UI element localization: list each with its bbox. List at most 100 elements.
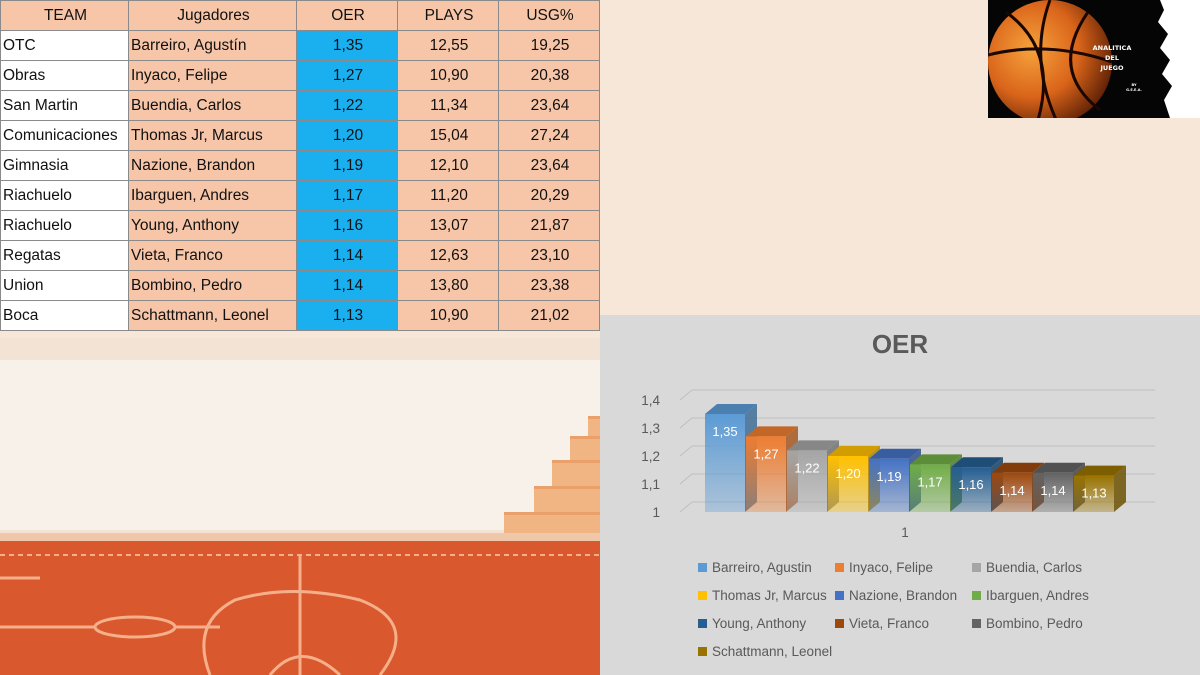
table-row: Comunicaciones Thomas Jr, Marcus 1,20 15,04… bbox=[0, 120, 600, 151]
player-cell: Vieta, Franco bbox=[128, 240, 297, 271]
legend-label: Bombino, Pedro bbox=[986, 616, 1083, 631]
player-cell: Thomas Jr, Marcus bbox=[128, 120, 297, 151]
oer-cell: 1,22 bbox=[296, 90, 398, 121]
bar-top bbox=[705, 404, 757, 414]
bar bbox=[1074, 475, 1114, 512]
bar-data-label: 1,13 bbox=[1081, 486, 1106, 501]
table-row: Union Bombino, Pedro 1,14 13,80 23,38 bbox=[0, 270, 600, 301]
legend-item: Barreiro, Agustin bbox=[698, 560, 812, 575]
usg-cell: 20,38 bbox=[498, 60, 600, 91]
team-cell: Riachuelo bbox=[0, 180, 129, 211]
bar bbox=[705, 414, 745, 512]
bar-side bbox=[1114, 465, 1126, 512]
bar-top bbox=[1074, 465, 1126, 476]
legend-item: Schattmann, Leonel bbox=[698, 644, 832, 659]
bar bbox=[910, 464, 950, 512]
gridline-diagonal bbox=[679, 417, 693, 429]
header-jugadores: Jugadores bbox=[128, 0, 297, 31]
bar-top bbox=[951, 457, 1003, 468]
table-body: OTC Barreiro, Agustín 1,35 12,55 19,25 Obras I… bbox=[0, 30, 600, 331]
bar-data-label: 1,20 bbox=[835, 466, 860, 481]
bar bbox=[828, 456, 868, 512]
bar-top bbox=[992, 462, 1044, 473]
oer-chart: OER 1 1,1 1,2 1,3 1,4 1,35 1,27 1,22 1,20 1,19 1,1… bbox=[600, 315, 1200, 675]
legend-item: Buendia, Carlos bbox=[972, 560, 1082, 575]
stats-table: TEAM Jugadores OER PLAYS USG% OTC Barreir… bbox=[0, 0, 600, 331]
usg-cell: 21,02 bbox=[498, 300, 600, 331]
oer-cell: 1,13 bbox=[296, 300, 398, 331]
team-cell: San Martin bbox=[0, 90, 129, 121]
legend-item: Young, Anthony bbox=[698, 616, 806, 631]
header-usg: USG% bbox=[498, 0, 600, 31]
plays-cell: 12,10 bbox=[397, 150, 499, 181]
header-oer: OER bbox=[296, 0, 398, 31]
legend-swatch bbox=[698, 563, 707, 572]
analitica-logo: ANALITICA DEL JUEGO BY G.E.E.A. bbox=[988, 0, 1200, 118]
bar bbox=[992, 472, 1032, 512]
legend-item: Inyaco, Felipe bbox=[835, 560, 933, 575]
y-tick-label: 1,1 bbox=[641, 477, 660, 492]
team-cell: Boca bbox=[0, 300, 129, 331]
oer-cell: 1,35 bbox=[296, 30, 398, 61]
player-cell: Young, Anthony bbox=[128, 210, 297, 241]
court-floor bbox=[0, 541, 600, 675]
table-row: Riachuelo Ibarguen, Andres 1,17 11,20 20,29 bbox=[0, 180, 600, 211]
bar bbox=[787, 450, 827, 512]
chart-title: OER bbox=[871, 329, 929, 359]
legend-label: Inyaco, Felipe bbox=[849, 560, 934, 575]
y-tick-label: 1 bbox=[652, 505, 660, 520]
player-cell: Nazione, Brandon bbox=[128, 150, 297, 181]
header-team: TEAM bbox=[0, 0, 129, 31]
legend-label: Young, Anthony bbox=[712, 616, 807, 631]
table-row: Obras Inyaco, Felipe 1,27 10,90 20,38 bbox=[0, 60, 600, 91]
bar bbox=[746, 436, 786, 512]
usg-cell: 23,10 bbox=[498, 240, 600, 271]
legend-swatch bbox=[835, 591, 844, 600]
legend-swatch bbox=[698, 619, 707, 628]
plays-cell: 15,04 bbox=[397, 120, 499, 151]
legend-label: Schattmann, Leonel bbox=[712, 644, 833, 659]
legend-label: Vieta, Franco bbox=[849, 616, 930, 631]
player-cell: Buendia, Carlos bbox=[128, 90, 297, 121]
basketball-icon bbox=[988, 0, 1113, 118]
legend-item: Nazione, Brandon bbox=[835, 588, 957, 603]
table-row: San Martin Buendia, Carlos 1,22 11,34 23,64 bbox=[0, 90, 600, 121]
table-row: Gimnasia Nazione, Brandon 1,19 12,10 23,64 bbox=[0, 150, 600, 181]
oer-cell: 1,20 bbox=[296, 120, 398, 151]
oer-cell: 1,17 bbox=[296, 180, 398, 211]
plays-cell: 13,80 bbox=[397, 270, 499, 301]
legend-label: Ibarguen, Andres bbox=[986, 588, 1089, 603]
team-cell: Gimnasia bbox=[0, 150, 129, 181]
table-row: OTC Barreiro, Agustín 1,35 12,55 19,25 bbox=[0, 30, 600, 61]
legend-swatch bbox=[972, 619, 981, 628]
oer-cell: 1,27 bbox=[296, 60, 398, 91]
usg-cell: 23,64 bbox=[498, 90, 600, 121]
bar-top bbox=[910, 454, 962, 465]
logo-title-line2: DEL bbox=[1105, 54, 1119, 62]
legend-label: Barreiro, Agustin bbox=[712, 560, 812, 575]
table-header-row: TEAM Jugadores OER PLAYS USG% bbox=[0, 0, 600, 31]
bar-data-label: 1,16 bbox=[958, 477, 983, 492]
y-tick-label: 1,2 bbox=[641, 449, 660, 464]
bar bbox=[951, 467, 991, 512]
bar bbox=[869, 458, 909, 512]
gridline-diagonal bbox=[679, 473, 693, 485]
legend-item: Bombino, Pedro bbox=[972, 616, 1083, 631]
court-illustration bbox=[0, 338, 600, 675]
team-cell: Riachuelo bbox=[0, 210, 129, 241]
player-cell: Inyaco, Felipe bbox=[128, 60, 297, 91]
usg-cell: 27,24 bbox=[498, 120, 600, 151]
plays-cell: 10,90 bbox=[397, 300, 499, 331]
oer-cell: 1,14 bbox=[296, 270, 398, 301]
bar-top bbox=[869, 448, 921, 459]
legend-label: Buendia, Carlos bbox=[986, 560, 1083, 575]
plays-cell: 11,20 bbox=[397, 180, 499, 211]
team-cell: OTC bbox=[0, 30, 129, 61]
team-cell: Union bbox=[0, 270, 129, 301]
table-row: Regatas Vieta, Franco 1,14 12,63 23,10 bbox=[0, 240, 600, 271]
player-cell: Schattmann, Leonel bbox=[128, 300, 297, 331]
usg-cell: 23,38 bbox=[498, 270, 600, 301]
bar-data-label: 1,22 bbox=[794, 460, 819, 475]
oer-cell: 1,16 bbox=[296, 210, 398, 241]
bar-top bbox=[1033, 462, 1085, 473]
